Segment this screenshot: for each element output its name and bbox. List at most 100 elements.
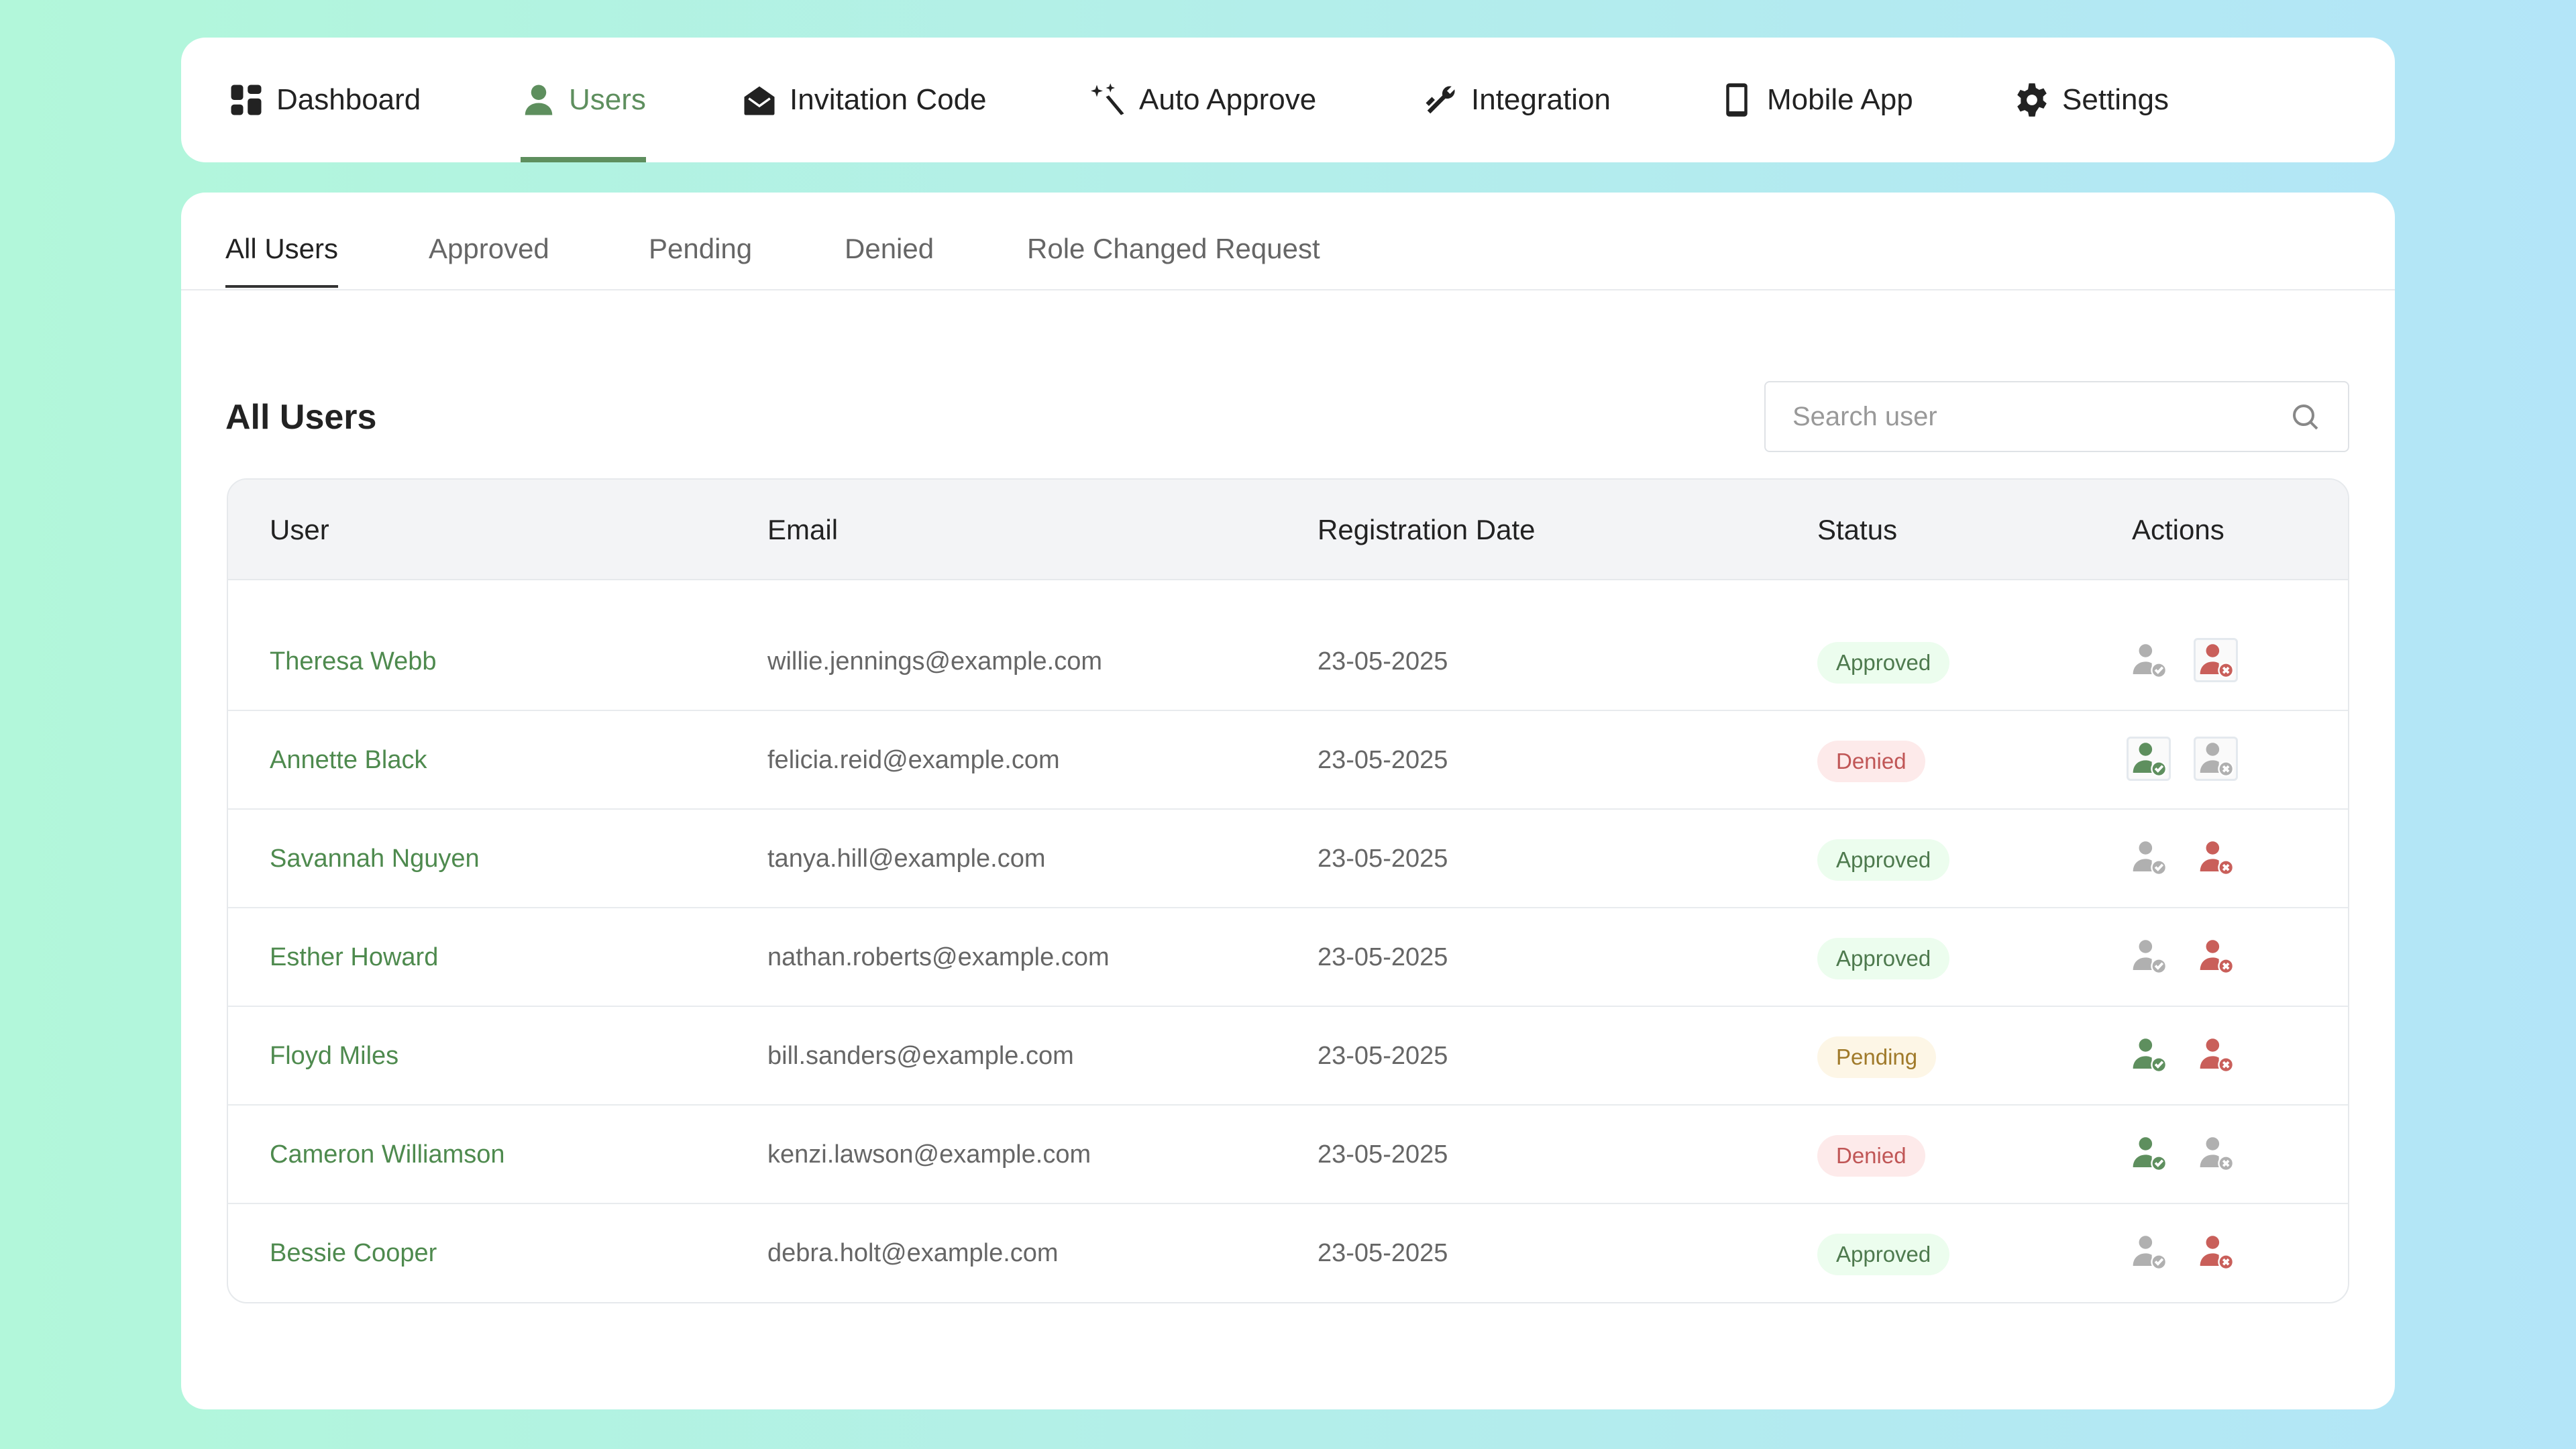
nav-invitation-code[interactable]: Invitation Code [741, 38, 987, 162]
column-header: Actions [2132, 514, 2224, 545]
status-badge: Approved [1817, 937, 1950, 979]
user-check-icon [2130, 1134, 2167, 1172]
deny-user-button[interactable] [2194, 934, 2238, 978]
subtab-bar: All Users Approved Pending Denied Role Chang… [181, 193, 2395, 290]
user-x-icon [2197, 839, 2235, 876]
user-name-link[interactable]: Cameron Williamson [270, 1140, 505, 1169]
subtab-all-users[interactable]: All Users [225, 233, 339, 288]
nav-integration[interactable]: Integration [1423, 38, 1611, 162]
table-row: Theresa Webb willie.jennings@example.com 2… [228, 612, 2348, 711]
registration-date: 23-05-2025 [1318, 746, 1448, 774]
nav-label: Mobile App [1767, 83, 1913, 116]
nav-settings[interactable]: Settings [2014, 38, 2169, 162]
nav-users[interactable]: Users [521, 38, 646, 162]
user-check-icon [2130, 641, 2167, 679]
search-input[interactable] [1792, 401, 2262, 432]
table-row: Annette Black felicia.reid@example.com 23-… [228, 711, 2348, 810]
nav-label: Integration [1471, 83, 1611, 116]
column-header: User [270, 514, 329, 545]
user-x-icon [2197, 641, 2235, 679]
approve-user-button[interactable] [2127, 1131, 2171, 1175]
status-badge: Approved [1817, 1233, 1950, 1275]
mobile-phone-icon [1719, 82, 1755, 118]
table-row: Savannah Nguyen tanya.hill@example.com 23-… [228, 810, 2348, 908]
user-check-icon [2130, 839, 2167, 876]
user-x-icon [2197, 1036, 2235, 1073]
nav-dashboard[interactable]: Dashboard [228, 38, 421, 162]
deny-user-button[interactable] [2194, 1131, 2238, 1175]
deny-user-button[interactable] [2194, 737, 2238, 781]
users-table: User Email Registration Date Status Actions … [227, 478, 2349, 1303]
subtab-role-changed-request[interactable]: Role Changed Request [1027, 233, 1320, 264]
nav-auto-approve[interactable]: Auto Approve [1091, 38, 1316, 162]
user-icon [521, 82, 557, 118]
dashboard-grid-icon [228, 82, 264, 118]
table-row: Cameron Williamson kenzi.lawson@example.c… [228, 1106, 2348, 1204]
user-x-icon [2197, 740, 2235, 777]
deny-user-button[interactable] [2194, 638, 2238, 682]
approve-user-button[interactable] [2127, 737, 2171, 781]
user-email: tanya.hill@example.com [767, 845, 1046, 873]
user-name-link[interactable]: Theresa Webb [270, 647, 437, 676]
nav-label: Users [569, 83, 646, 116]
user-x-icon [2197, 937, 2235, 975]
user-check-icon [2130, 937, 2167, 975]
approve-user-button[interactable] [2127, 1032, 2171, 1077]
column-header: Status [1817, 514, 1898, 545]
user-name-link[interactable]: Annette Black [270, 746, 427, 774]
table-row: Bessie Cooper debra.holt@example.com 23-05… [228, 1204, 2348, 1302]
user-email: debra.holt@example.com [767, 1239, 1059, 1267]
user-name-link[interactable]: Esther Howard [270, 943, 439, 971]
status-badge: Denied [1817, 740, 1925, 782]
nav-mobile-app[interactable]: Mobile App [1719, 38, 1913, 162]
page-title: All Users [225, 398, 377, 437]
approve-user-button[interactable] [2127, 835, 2171, 879]
envelope-open-icon [741, 82, 777, 118]
user-name-link[interactable]: Savannah Nguyen [270, 845, 480, 873]
registration-date: 23-05-2025 [1318, 845, 1448, 873]
search-box[interactable] [1764, 381, 2349, 452]
users-panel: All Users Approved Pending Denied Role Chang… [181, 193, 2395, 1409]
column-header: Email [767, 514, 839, 545]
user-email: felicia.reid@example.com [767, 746, 1060, 774]
nav-label: Dashboard [276, 83, 421, 116]
approve-user-button[interactable] [2127, 638, 2171, 682]
registration-date: 23-05-2025 [1318, 1042, 1448, 1070]
approve-user-button[interactable] [2127, 1230, 2171, 1274]
user-email: willie.jennings@example.com [767, 647, 1103, 676]
user-x-icon [2197, 1134, 2235, 1172]
user-email: bill.sanders@example.com [767, 1042, 1074, 1070]
subtab-pending[interactable]: Pending [649, 233, 753, 264]
approve-user-button[interactable] [2127, 934, 2171, 978]
gear-icon [2014, 82, 2050, 118]
registration-date: 23-05-2025 [1318, 1239, 1448, 1267]
table-row: Esther Howard nathan.roberts@example.com 2… [228, 908, 2348, 1007]
magic-wand-icon [1091, 82, 1127, 118]
top-navigation: Dashboard Users Invitation Code Auto Approv… [181, 38, 2395, 162]
subtab-approved[interactable]: Approved [429, 233, 549, 264]
nav-label: Auto Approve [1139, 83, 1317, 116]
registration-date: 23-05-2025 [1318, 647, 1448, 676]
user-name-link[interactable]: Bessie Cooper [270, 1239, 437, 1267]
deny-user-button[interactable] [2194, 1032, 2238, 1077]
status-badge: Approved [1817, 839, 1950, 881]
table-body: Theresa Webb willie.jennings@example.com 2… [228, 580, 2348, 1302]
user-check-icon [2130, 1036, 2167, 1073]
deny-user-button[interactable] [2194, 1230, 2238, 1274]
user-x-icon [2197, 1233, 2235, 1271]
table-header: User Email Registration Date Status Actions [228, 480, 2348, 580]
subtab-denied[interactable]: Denied [845, 233, 934, 264]
user-email: nathan.roberts@example.com [767, 943, 1110, 971]
search-icon[interactable] [2289, 400, 2321, 433]
registration-date: 23-05-2025 [1318, 943, 1448, 971]
user-check-icon [2130, 740, 2167, 777]
registration-date: 23-05-2025 [1318, 1140, 1448, 1169]
status-badge: Approved [1817, 641, 1950, 684]
nav-label: Settings [2062, 83, 2169, 116]
wrench-icon [1423, 82, 1459, 118]
nav-label: Invitation Code [790, 83, 987, 116]
deny-user-button[interactable] [2194, 835, 2238, 879]
column-header: Registration Date [1318, 514, 1536, 545]
status-badge: Denied [1817, 1134, 1925, 1177]
user-name-link[interactable]: Floyd Miles [270, 1042, 399, 1070]
